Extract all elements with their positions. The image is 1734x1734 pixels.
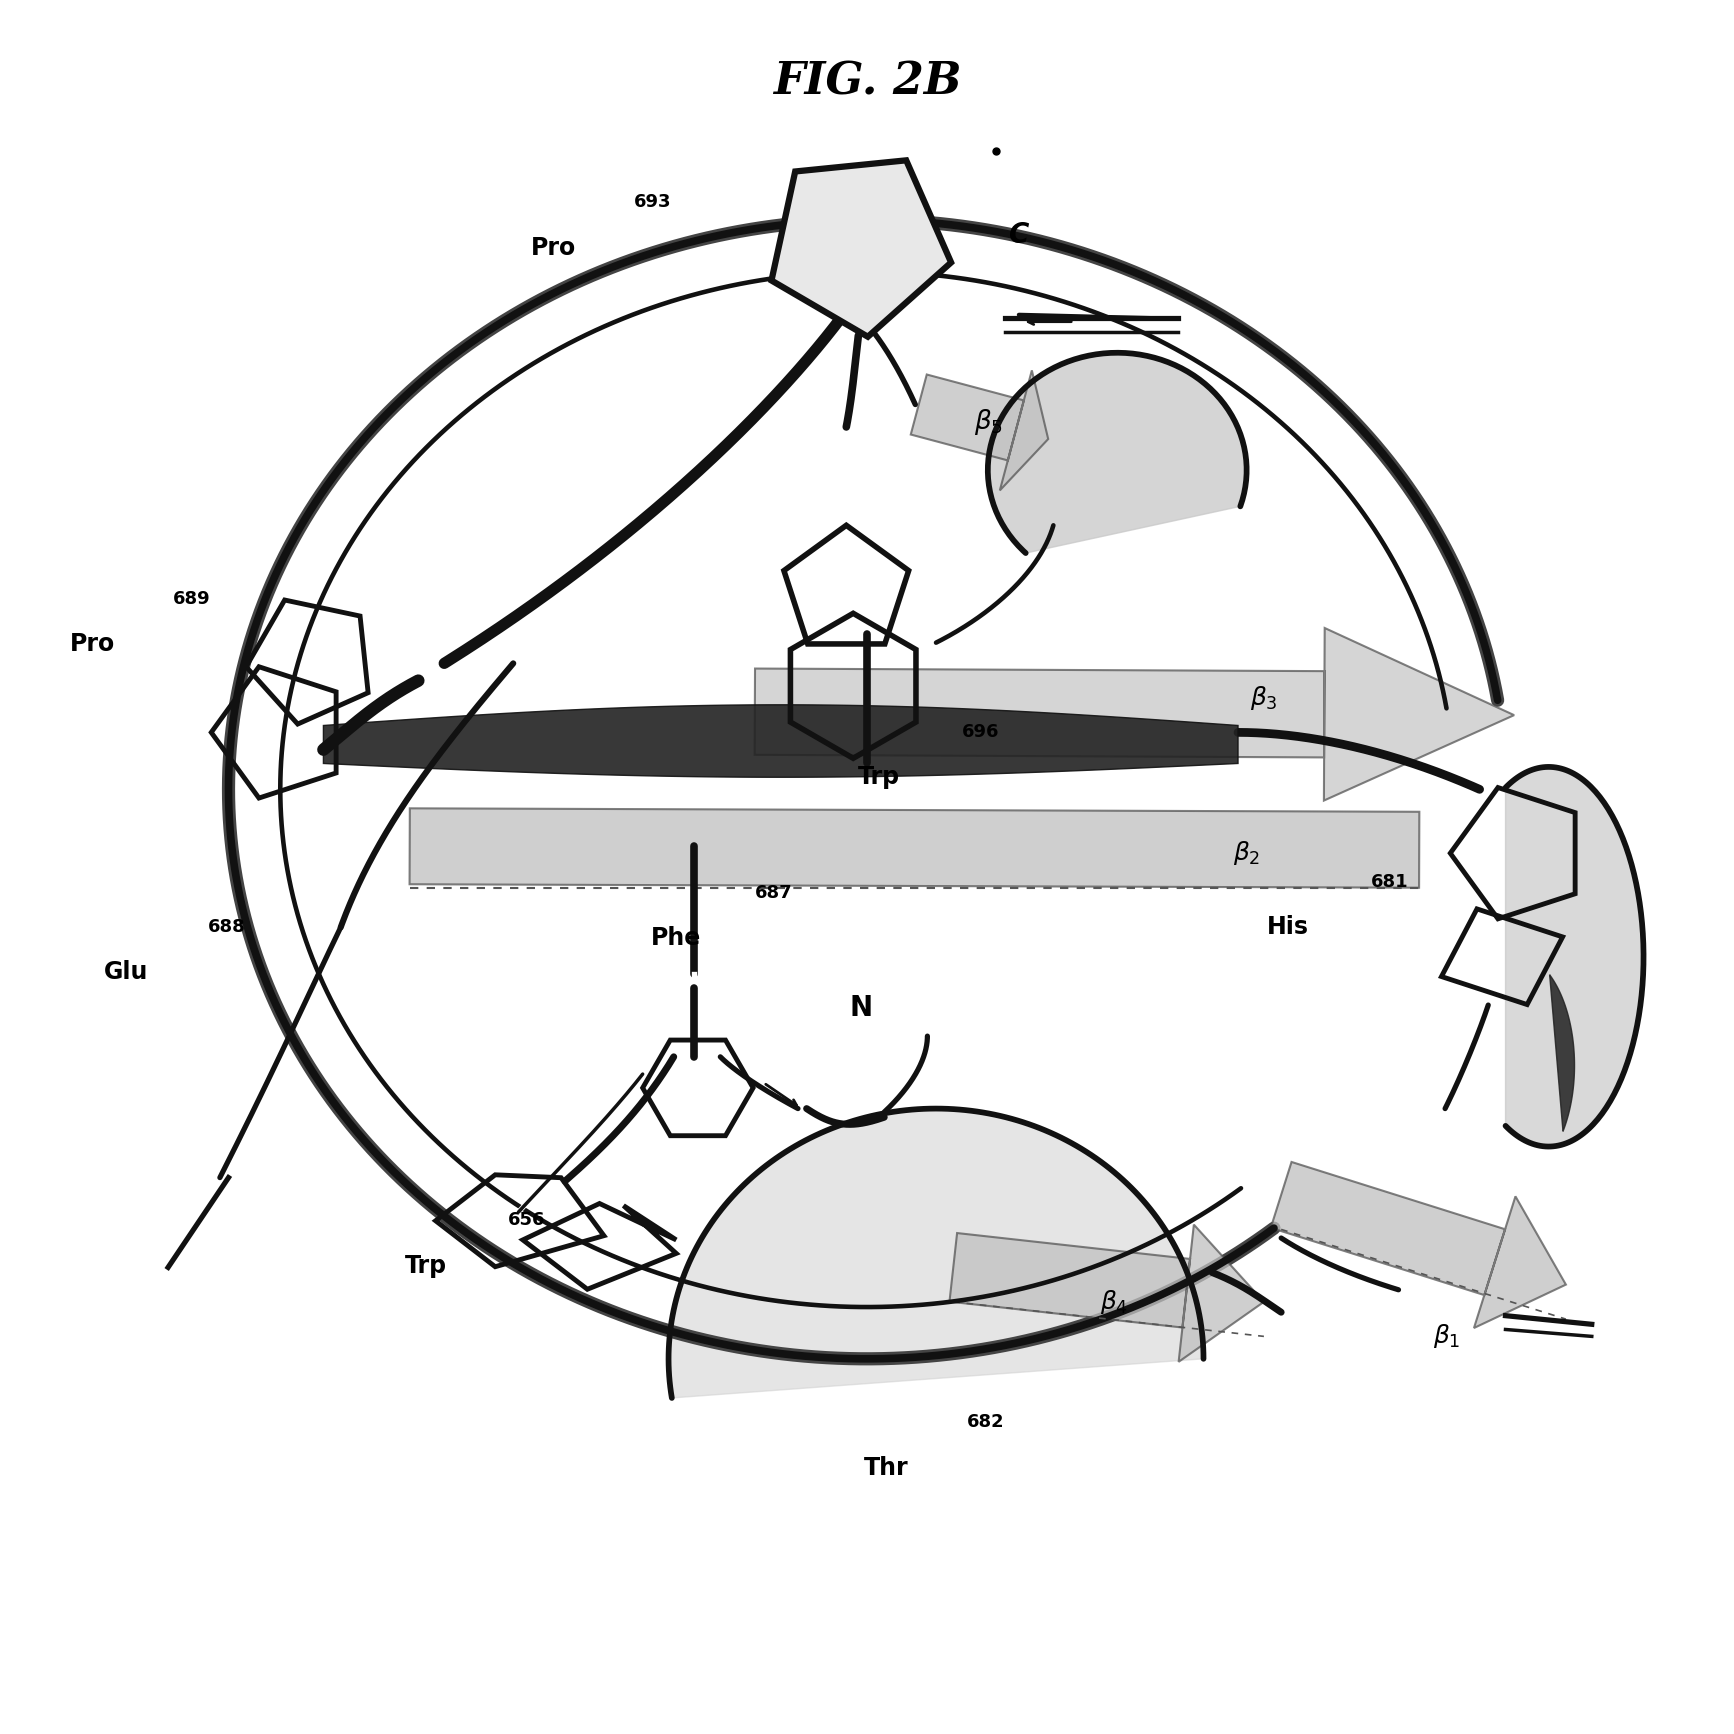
- Text: 656: 656: [508, 1212, 546, 1229]
- Text: His: His: [1268, 916, 1309, 940]
- Polygon shape: [1505, 766, 1644, 1146]
- Text: $\beta_5$: $\beta_5$: [975, 407, 1002, 437]
- Polygon shape: [772, 160, 952, 336]
- Text: $\beta_1$: $\beta_1$: [1432, 1323, 1460, 1351]
- Text: 693: 693: [635, 192, 671, 212]
- Polygon shape: [669, 1108, 1203, 1398]
- Polygon shape: [910, 371, 1047, 491]
- Text: Trp: Trp: [858, 765, 900, 789]
- Text: Pro: Pro: [69, 633, 114, 657]
- Text: Trp: Trp: [404, 1254, 447, 1278]
- Text: 689: 689: [173, 590, 212, 609]
- Text: 688: 688: [208, 917, 246, 936]
- Text: 696: 696: [962, 723, 999, 740]
- Text: Pro: Pro: [531, 236, 576, 260]
- Text: Thr: Thr: [864, 1455, 909, 1479]
- Text: C: C: [1009, 222, 1028, 250]
- Text: $\beta_2$: $\beta_2$: [1233, 839, 1261, 867]
- Polygon shape: [324, 704, 1238, 777]
- Text: Glu: Glu: [104, 961, 149, 985]
- Text: $\beta_4$: $\beta_4$: [1099, 1288, 1129, 1316]
- Text: 687: 687: [754, 884, 792, 902]
- Text: FIG. 2B: FIG. 2B: [773, 61, 961, 104]
- Text: 681: 681: [1372, 874, 1408, 891]
- Text: N: N: [850, 994, 872, 1023]
- Polygon shape: [1271, 1162, 1566, 1328]
- Polygon shape: [1550, 975, 1574, 1131]
- Text: 682: 682: [968, 1413, 1004, 1431]
- Text: $\beta_3$: $\beta_3$: [1250, 683, 1278, 713]
- Polygon shape: [988, 352, 1247, 553]
- Text: Phe: Phe: [652, 926, 702, 950]
- Polygon shape: [754, 628, 1514, 801]
- Polygon shape: [409, 808, 1420, 888]
- Polygon shape: [950, 1224, 1264, 1361]
